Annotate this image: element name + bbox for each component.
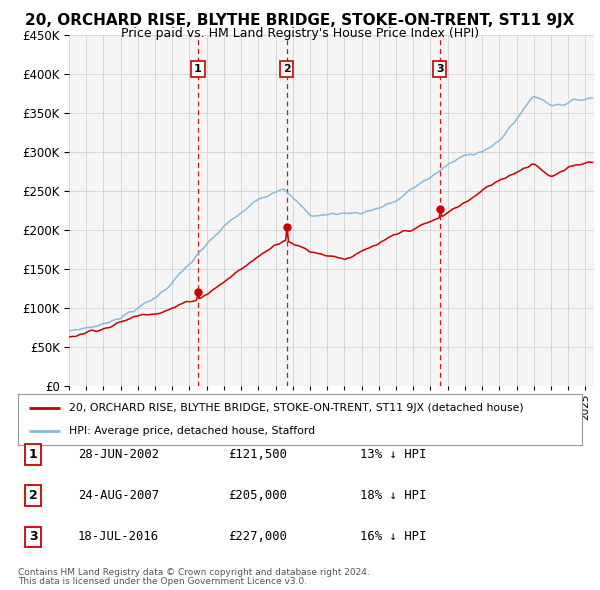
Text: 2: 2: [29, 489, 37, 502]
Text: 1: 1: [194, 64, 202, 74]
Text: 3: 3: [436, 64, 444, 74]
Text: £227,000: £227,000: [228, 530, 287, 543]
Text: 24-AUG-2007: 24-AUG-2007: [78, 489, 159, 502]
Text: 20, ORCHARD RISE, BLYTHE BRIDGE, STOKE-ON-TRENT, ST11 9JX: 20, ORCHARD RISE, BLYTHE BRIDGE, STOKE-O…: [25, 13, 575, 28]
Text: £121,500: £121,500: [228, 448, 287, 461]
Text: HPI: Average price, detached house, Stafford: HPI: Average price, detached house, Staf…: [69, 427, 315, 437]
Text: This data is licensed under the Open Government Licence v3.0.: This data is licensed under the Open Gov…: [18, 577, 307, 586]
Text: Contains HM Land Registry data © Crown copyright and database right 2024.: Contains HM Land Registry data © Crown c…: [18, 568, 370, 576]
Text: 16% ↓ HPI: 16% ↓ HPI: [360, 530, 427, 543]
Text: 28-JUN-2002: 28-JUN-2002: [78, 448, 159, 461]
Text: 18% ↓ HPI: 18% ↓ HPI: [360, 489, 427, 502]
Text: 20, ORCHARD RISE, BLYTHE BRIDGE, STOKE-ON-TRENT, ST11 9JX (detached house): 20, ORCHARD RISE, BLYTHE BRIDGE, STOKE-O…: [69, 402, 523, 412]
Text: Price paid vs. HM Land Registry's House Price Index (HPI): Price paid vs. HM Land Registry's House …: [121, 27, 479, 40]
Text: £205,000: £205,000: [228, 489, 287, 502]
Text: 2: 2: [283, 64, 290, 74]
Text: 3: 3: [29, 530, 37, 543]
Text: 1: 1: [29, 448, 37, 461]
Text: 18-JUL-2016: 18-JUL-2016: [78, 530, 159, 543]
Text: 13% ↓ HPI: 13% ↓ HPI: [360, 448, 427, 461]
